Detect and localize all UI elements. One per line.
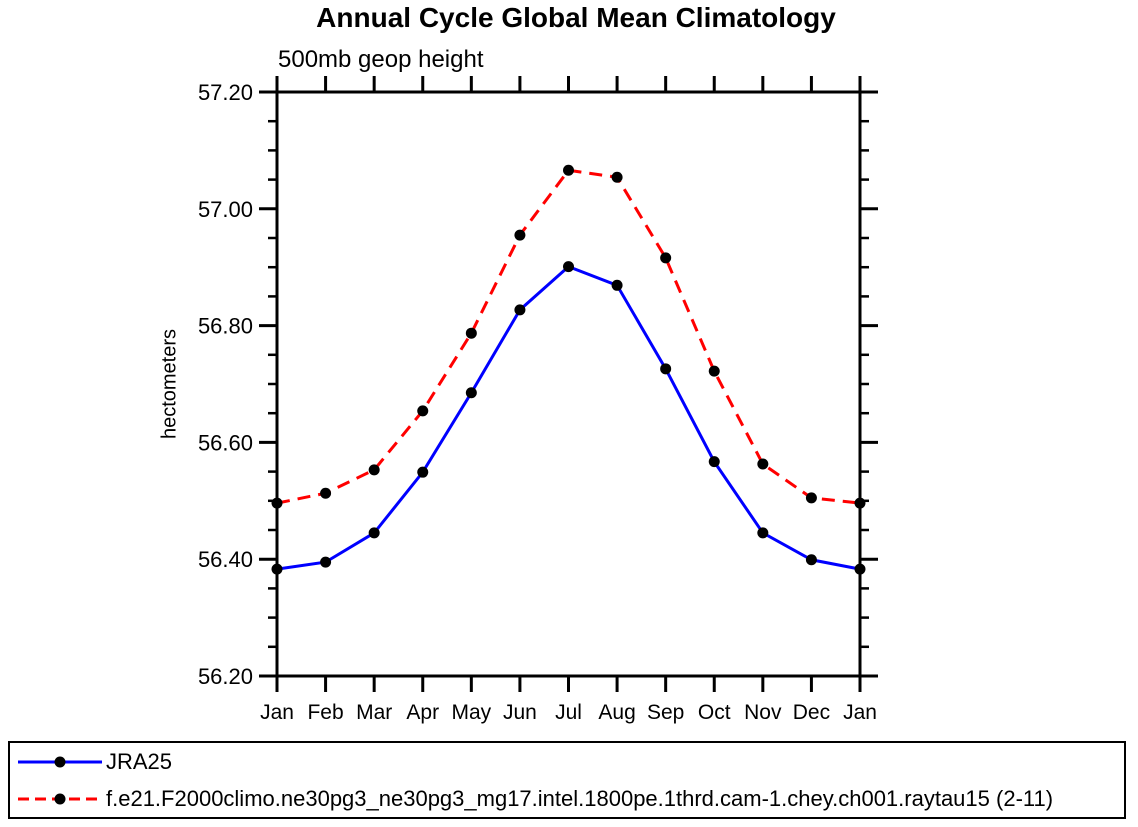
data-point-marker [708, 456, 720, 468]
y-tick-label: 56.20 [198, 664, 253, 689]
data-point-marker [611, 279, 623, 291]
series-line-0 [276, 264, 861, 571]
data-point-marker [805, 492, 817, 504]
data-point-marker [465, 327, 477, 339]
data-point-marker [368, 464, 380, 476]
x-tick-label: Apr [406, 701, 439, 724]
x-tick-label: Jan [260, 701, 294, 724]
x-tick-label: Jul [555, 701, 582, 724]
legend-marker-dot [54, 756, 66, 767]
data-point-marker [805, 554, 817, 566]
x-axis-tick-labels: Jan Feb Mar Apr May Jun Jul Aug Sep Oct Nov Dec Jan [260, 701, 877, 724]
series-markers-0 [271, 261, 866, 575]
legend-marker-dot [54, 793, 66, 804]
legend-box: JRA25 f.e21.F2000climo.ne30pg3_ne30pg3_m… [8, 741, 1126, 819]
legend-line-sample-solid [18, 756, 102, 767]
data-point-marker [563, 261, 574, 273]
y-tick-label: 56.40 [198, 547, 253, 572]
legend-label-model-run: f.e21.F2000climo.ne30pg3_ne30pg3_mg17.in… [106, 785, 1054, 811]
data-point-marker [854, 563, 866, 575]
data-point-marker [320, 487, 332, 499]
legend-label-jra25: JRA25 [106, 748, 173, 774]
x-axis-ticks [275, 76, 862, 692]
data-point-marker [660, 363, 672, 375]
data-point-marker [757, 458, 769, 470]
chart-subtitle: 500mb geop height [278, 46, 484, 73]
x-tick-label: Aug [598, 701, 635, 724]
legend-item-jra25: JRA25 [16, 749, 1124, 775]
x-tick-label: Mar [356, 701, 392, 724]
data-point-marker [611, 171, 623, 183]
x-tick-label: Oct [698, 701, 731, 724]
legend-line-sample-dashed [18, 793, 102, 804]
y-axis-ticks [259, 90, 878, 678]
data-point-marker [660, 252, 672, 264]
data-point-marker [320, 556, 332, 568]
data-point-marker [417, 466, 429, 478]
y-tick-label: 57.00 [198, 197, 253, 222]
data-point-marker [417, 405, 429, 417]
data-point-marker [271, 563, 283, 575]
data-point-marker [465, 387, 477, 399]
data-point-marker [368, 527, 380, 539]
y-tick-label: 57.20 [198, 80, 253, 105]
y-axis-tick-labels: 56.20 56.40 56.60 56.80 57.00 57.20 [198, 80, 253, 689]
y-tick-label: 56.80 [198, 314, 253, 339]
data-point-marker [757, 527, 769, 539]
x-tick-label: May [451, 701, 491, 724]
data-point-marker [271, 497, 283, 509]
x-tick-label: Feb [307, 701, 343, 724]
x-tick-label: Jan [843, 701, 877, 724]
data-point-marker [514, 304, 526, 316]
data-point-marker [514, 229, 526, 241]
series-line-1 [276, 168, 861, 505]
x-tick-label: Dec [793, 701, 830, 724]
data-point-marker [563, 164, 574, 176]
chart-title: Annual Cycle Global Mean Climatology [316, 2, 836, 33]
x-tick-label: Jun [503, 701, 537, 724]
legend-item-model-run: f.e21.F2000climo.ne30pg3_ne30pg3_mg17.in… [16, 786, 1124, 812]
plot-border [275, 90, 862, 678]
x-tick-label: Nov [744, 701, 782, 724]
x-tick-label: Sep [647, 701, 684, 724]
y-tick-label: 56.60 [198, 430, 253, 455]
data-point-marker [708, 365, 720, 377]
plot-area: 56.20 56.40 56.60 56.80 57.00 57.20 Jan Feb Mar A… [198, 76, 878, 724]
series-markers-1 [271, 164, 866, 509]
data-point-marker [854, 497, 866, 509]
